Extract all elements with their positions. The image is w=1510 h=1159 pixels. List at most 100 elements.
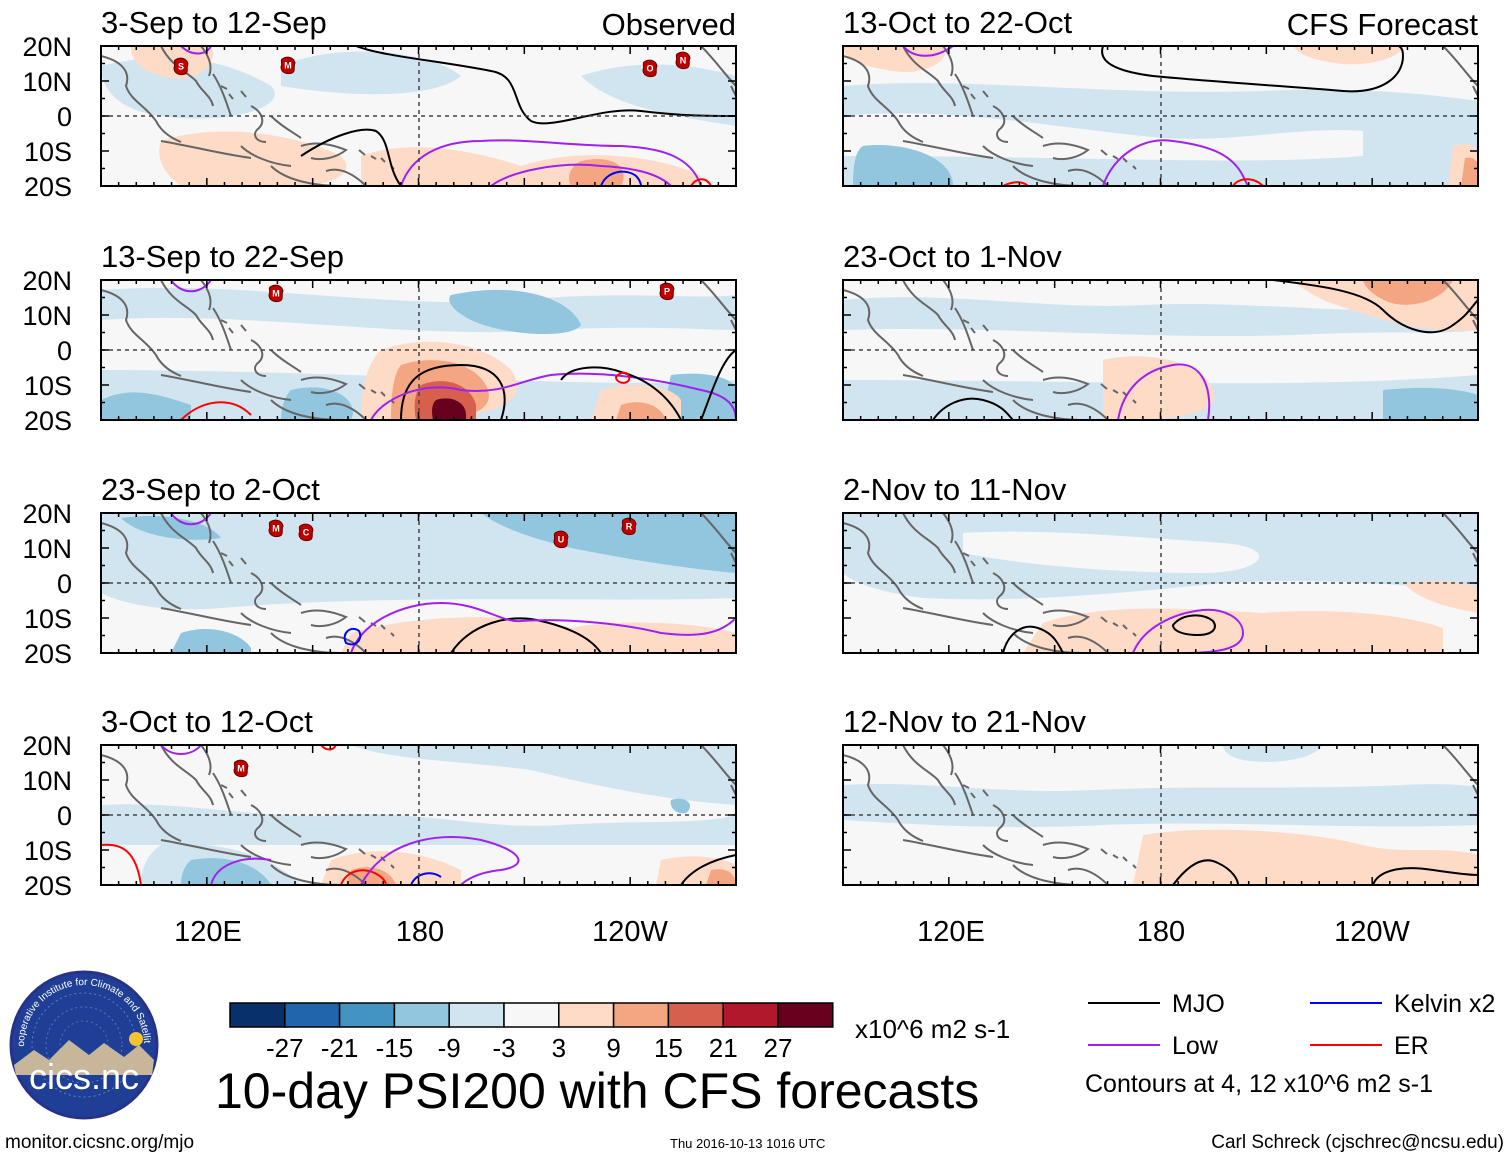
contour-line <box>680 854 736 885</box>
map-panel-6: 23-Oct to 1-Nov <box>842 239 1479 421</box>
colorbar-swatch <box>393 1002 450 1028</box>
y-tick-label: 0 <box>57 569 72 599</box>
y-tick-label: 10S <box>24 371 72 401</box>
source-url[interactable]: monitor.cicsnc.org/mjo <box>5 1132 195 1153</box>
colorbar-swatch <box>338 1002 396 1028</box>
anomaly-shading <box>963 531 1260 573</box>
contour-line <box>343 627 362 646</box>
map-panel-7: 2-Nov to 11-Nov <box>842 472 1479 654</box>
storm-label: R <box>626 522 633 532</box>
colorbar-label: -9 <box>438 1033 461 1063</box>
x-tick-180-right: 180 <box>1137 916 1185 948</box>
contour-line <box>170 280 212 293</box>
contour-line <box>410 872 442 885</box>
y-tick-label: 0 <box>57 801 72 831</box>
colorbar-label: -3 <box>492 1033 515 1063</box>
y-tick-label: 20S <box>24 406 72 436</box>
tropical-cyclone-icon: S <box>173 57 189 76</box>
storm-label: M <box>272 524 280 534</box>
panel-period-title: 23-Oct to 1-Nov <box>843 239 1062 274</box>
logo-text: cics.nc <box>29 1056 139 1097</box>
panel-period-title: 13-Sep to 22-Sep <box>101 239 344 274</box>
storm-label: P <box>664 287 670 297</box>
anomaly-shading <box>101 392 191 420</box>
colorbar-swatch <box>558 1002 615 1028</box>
y-tick-label: 10N <box>22 301 72 331</box>
contour-line <box>370 372 736 420</box>
legend-item: MJO <box>1088 990 1225 1018</box>
map-panel-5: 13-Oct to 22-Oct CFS Forecast <box>842 5 1479 187</box>
storm-label: O <box>646 64 653 74</box>
contour-line <box>300 128 402 186</box>
colorbar-swatch <box>722 1002 779 1028</box>
legend-item: Low <box>1088 1032 1219 1060</box>
y-tick-label: 20N <box>22 266 72 296</box>
tropical-cyclone-icon: C <box>298 523 314 542</box>
map-panel-8: 12-Nov to 21-Nov <box>842 704 1479 886</box>
anomaly-shading <box>101 57 275 119</box>
storm-label: C <box>303 528 310 538</box>
anomaly-shading <box>181 858 271 885</box>
anomaly-shading <box>281 51 461 95</box>
tropical-cyclone-icon: M <box>268 284 284 303</box>
y-tick-label: 20S <box>24 639 72 669</box>
legend-label: Kelvin x2 <box>1394 990 1495 1018</box>
legend-label: MJO <box>1172 990 1225 1018</box>
anomaly-shading <box>1023 608 1443 653</box>
tropical-cyclone-icon: M <box>233 759 249 778</box>
x-tick-120w-right: 120W <box>1334 916 1410 948</box>
tropical-cyclone-icon: O <box>642 59 658 78</box>
y-tick-label: 10N <box>22 766 72 796</box>
contour-line <box>1117 363 1211 420</box>
anomaly-shading <box>159 131 347 186</box>
y-tick-label: 0 <box>57 102 72 132</box>
tropical-cyclone-icon: M <box>268 519 284 538</box>
contour-line <box>360 836 520 885</box>
y-tick-label: 10S <box>24 836 72 866</box>
anomaly-shading <box>1293 46 1403 65</box>
legend-label: Low <box>1172 1032 1219 1060</box>
anomaly-shading <box>853 145 953 186</box>
colorbar-swatch <box>448 1002 505 1028</box>
contour-line <box>1002 625 1064 653</box>
storm-label: M <box>237 764 245 774</box>
anomaly-shading <box>1383 387 1478 420</box>
anomaly-shading <box>1223 745 1323 762</box>
contour-line <box>400 139 702 186</box>
map-panel-2: 13-Sep to 22-Sep M P 20N 10N 0 10S 20S <box>22 239 737 436</box>
x-axis-labels-observed: 120E 180 120W <box>174 916 668 948</box>
contour-line <box>690 178 712 186</box>
anomaly-shading <box>481 513 736 573</box>
legend-label: ER <box>1394 1032 1429 1060</box>
timestamp: Thu 2016-10-13 1016 UTC <box>670 1136 826 1151</box>
anomaly-shading <box>281 387 353 420</box>
colorbar-label: 21 <box>709 1033 738 1063</box>
anomaly-shading <box>449 289 581 335</box>
anomaly-shading <box>1363 280 1453 305</box>
colorbar-label: 3 <box>552 1033 566 1063</box>
y-tick-label: 20N <box>22 32 72 62</box>
anomaly-shading <box>101 804 736 845</box>
colorbar-label: -21 <box>321 1033 359 1063</box>
y-tick-label: 20N <box>22 499 72 529</box>
y-tick-label: 20S <box>24 871 72 901</box>
colorbar-units: x10^6 m2 s-1 <box>855 1014 1010 1044</box>
contour-line <box>1132 608 1245 653</box>
tropical-cyclone-icon: R <box>621 517 637 536</box>
legend-note: Contours at 4, 12 x10^6 m2 s-1 <box>1085 1070 1433 1098</box>
y-tick-label: 10N <box>22 534 72 564</box>
contour-line <box>180 401 252 420</box>
panel-period-title: 12-Nov to 21-Nov <box>843 704 1086 739</box>
anomaly-shading <box>843 113 1363 161</box>
contour-line <box>700 349 736 420</box>
y-tick-label: 20S <box>24 172 72 202</box>
anomaly-shading <box>171 628 251 653</box>
colorbar-swatch <box>284 1002 341 1028</box>
anomaly-shading <box>616 402 666 420</box>
contour-line <box>350 601 736 653</box>
colorbar-label: 27 <box>764 1033 793 1063</box>
contour-line <box>170 513 212 526</box>
contour-line <box>932 397 1014 420</box>
contour-line <box>614 371 631 384</box>
colorbar-label: -15 <box>376 1033 414 1063</box>
